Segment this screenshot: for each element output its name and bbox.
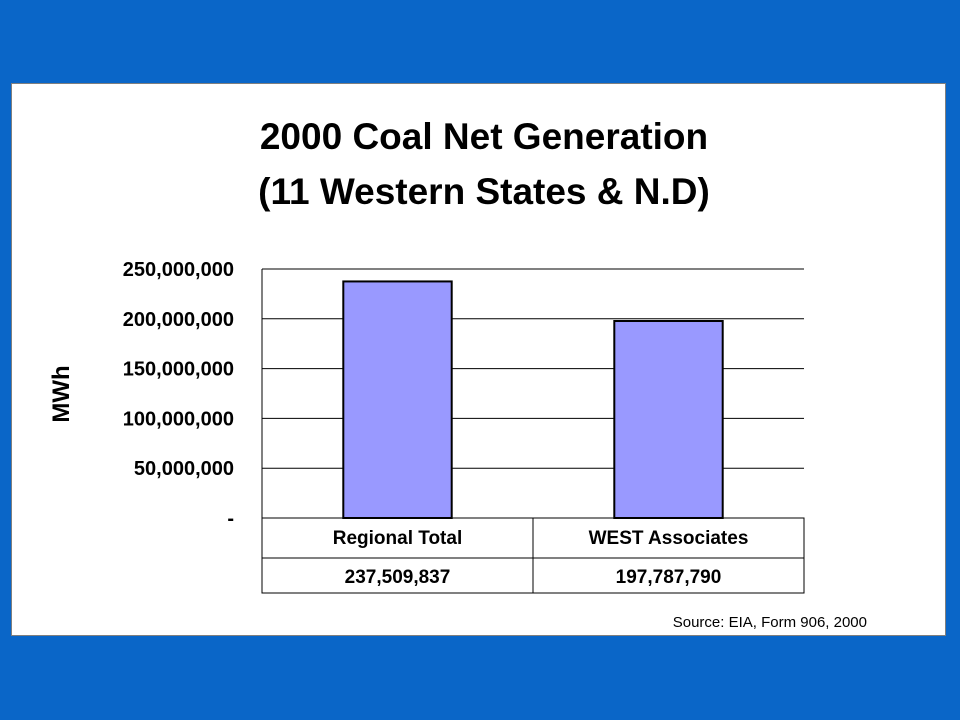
bars (342, 280, 724, 519)
bar (613, 320, 724, 519)
chart-title-line-1: 2000 Coal Net Generation (260, 116, 708, 157)
y-axis-label: MWh (48, 365, 75, 422)
y-tick-label: 150,000,000 (123, 359, 234, 381)
bar (342, 280, 453, 519)
y-tick-label: 50,000,000 (134, 458, 234, 480)
y-axis-ticks: - 50,000,000 100,000,000 150,000,000 200,000… (123, 259, 234, 530)
chart-panel: 2000 Coal Net Generation (11 Western Sta… (11, 83, 946, 636)
y-tick-label: 100,000,000 (123, 408, 234, 430)
data-table: Regional Total 237,509,837 WEST Associates… (261, 517, 805, 594)
value-label: 237,509,837 (345, 567, 451, 588)
chart-title-line-2: (11 Western States & N.D) (258, 171, 710, 212)
y-tick-label: 200,000,000 (123, 309, 234, 331)
category-label: WEST Associates (589, 528, 749, 549)
y-tick-label: - (227, 508, 234, 530)
source-note: Source: EIA, Form 906, 2000 (673, 614, 867, 631)
category-label: Regional Total (333, 528, 462, 549)
y-tick-label: 250,000,000 (123, 259, 234, 281)
value-label: 197,787,790 (616, 567, 722, 588)
chart: 2000 Coal Net Generation (11 Western Sta… (48, 116, 867, 631)
